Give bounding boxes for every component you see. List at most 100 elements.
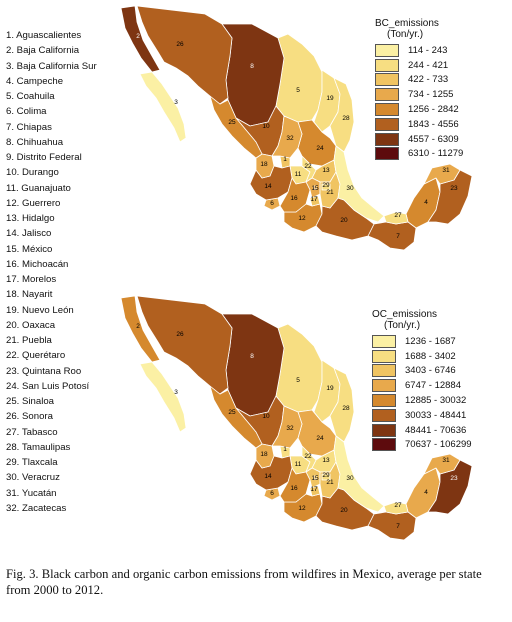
state-number-label: 13 — [322, 167, 330, 174]
state-region-22 — [301, 155, 317, 183]
bc-legend-title: BC_emissions — [375, 18, 439, 29]
state-list-item: 17. Morelos — [6, 274, 57, 285]
state-number-label: 5 — [296, 87, 300, 94]
state-number-label: 23 — [450, 185, 458, 192]
state-region-29 — [321, 183, 331, 191]
legend-label: 48441 - 70636 — [405, 424, 467, 436]
legend-entry: 734 - 1255 — [375, 87, 463, 102]
state-number-label: 12 — [298, 215, 306, 222]
state-list-item: 16. Michoacán — [6, 258, 69, 270]
state-region-2 — [120, 295, 161, 363]
state-number-label: 18 — [260, 161, 268, 168]
legend-label: 422 - 733 — [408, 74, 449, 86]
state-number-label: 6 — [270, 200, 274, 207]
state-list-item: 26. Sonora — [6, 411, 53, 423]
state-region-30 — [333, 145, 385, 223]
state-region-27 — [383, 211, 409, 225]
state-number-label: 3 — [174, 389, 178, 396]
state-number-label: 12 — [298, 505, 306, 512]
legend-entry: 3403 - 6746 — [372, 364, 472, 379]
state-number-label: 14 — [264, 183, 272, 190]
state-region-25 — [209, 385, 263, 449]
legend-label: 1688 - 3402 — [405, 350, 456, 362]
state-list-item: 32. Zacatecas — [6, 502, 67, 514]
bc-legend: BC_emissions (Ton/yr.) 114 - 243 244 - 42… — [375, 18, 463, 161]
legend-entry: 6310 - 11279 — [375, 147, 463, 162]
state-list-item: 10. Durango — [6, 167, 59, 179]
state-region-3 — [139, 361, 187, 433]
state-number-label: 24 — [316, 145, 324, 152]
legend-label: 3403 - 6746 — [405, 365, 456, 377]
state-region-31 — [423, 163, 461, 185]
state-number-label: 30 — [346, 475, 354, 482]
state-number-label: 16 — [290, 195, 298, 202]
legend-swatch — [372, 334, 396, 348]
state-region-17 — [309, 195, 321, 207]
state-number-label: 31 — [442, 167, 450, 174]
state-region-17 — [309, 485, 321, 497]
state-number-label: 28 — [342, 115, 350, 122]
state-number-label: 10 — [262, 413, 270, 420]
state-list-item: 18. Nayarit — [6, 289, 53, 301]
legend-label: 1843 - 4556 — [408, 118, 459, 130]
legend-label: 30033 - 48441 — [405, 409, 467, 421]
state-number-label: 20 — [340, 507, 348, 514]
state-number-label: 1 — [283, 156, 287, 163]
oc-legend-unit: (Ton/yr.) — [384, 320, 421, 331]
legend-entry: 12885 - 30032 — [372, 393, 472, 408]
state-region-31 — [423, 453, 461, 475]
state-list-item: 20. Oaxaca — [6, 319, 56, 331]
state-region-30 — [333, 435, 385, 513]
legend-swatch — [372, 349, 396, 363]
state-list-item: 28. Tamaulipas — [6, 441, 71, 453]
state-number-label: 7 — [396, 523, 400, 530]
state-number-label: 19 — [326, 385, 334, 392]
legend-label: 1256 - 2842 — [408, 104, 459, 116]
oc-legend-title: OC_emissions — [372, 309, 438, 320]
state-number-label: 31 — [442, 457, 450, 464]
state-region-26 — [136, 295, 233, 395]
legend-swatch — [372, 379, 396, 393]
state-number-label: 23 — [450, 475, 458, 482]
state-name-list: 1. Aguascalientes 2. Baja California 3. Ba… — [6, 28, 126, 516]
state-number-label: 3 — [174, 99, 178, 106]
state-number-label: 22 — [304, 163, 312, 170]
legend-label: 6747 - 12884 — [405, 380, 461, 392]
figure-caption: Fig. 3. Black carbon and organic carbon … — [6, 567, 482, 597]
state-number-label: 16 — [290, 485, 298, 492]
state-region-26 — [136, 5, 233, 105]
legend-swatch — [375, 117, 399, 131]
state-list-item: 3. Baja California Sur — [6, 60, 97, 72]
state-number-label: 32 — [286, 425, 294, 432]
state-number-label: 7 — [396, 233, 400, 240]
state-number-label: 8 — [250, 353, 254, 360]
legend-entry: 48441 - 70636 — [372, 423, 472, 438]
state-number-label: 25 — [228, 119, 236, 126]
state-list-item: 15. México — [6, 243, 53, 255]
state-list-item: 8. Chihuahua — [6, 136, 64, 148]
legend-entry: 1688 - 3402 — [372, 349, 472, 364]
state-number-label: 11 — [295, 461, 302, 468]
state-list-item: 14. Jalisco — [6, 228, 52, 240]
state-number-label: 28 — [342, 405, 350, 412]
state-region-16 — [279, 177, 311, 213]
state-region-27 — [383, 501, 409, 515]
state-list-item: 25. Sinaloa — [6, 396, 55, 407]
state-number-label: 6 — [270, 490, 274, 497]
bc-legend-unit: (Ton/yr.) — [387, 29, 424, 40]
state-number-label: 29 — [322, 182, 330, 189]
state-list-item: 11. Guanajuato — [6, 182, 71, 194]
legend-label: 734 - 1255 — [408, 89, 454, 101]
legend-entry: 422 - 733 — [375, 73, 463, 88]
state-number-label: 21 — [326, 479, 334, 486]
state-region-18 — [255, 153, 275, 179]
state-region-7 — [367, 511, 417, 541]
state-number-label: 21 — [326, 189, 334, 196]
legend-entry: 1843 - 4556 — [375, 117, 463, 132]
state-number-label: 24 — [316, 435, 324, 442]
legend-label: 1236 - 1687 — [405, 335, 456, 347]
state-region-25 — [209, 95, 263, 159]
state-list-item: 30. Veracruz — [6, 472, 60, 484]
